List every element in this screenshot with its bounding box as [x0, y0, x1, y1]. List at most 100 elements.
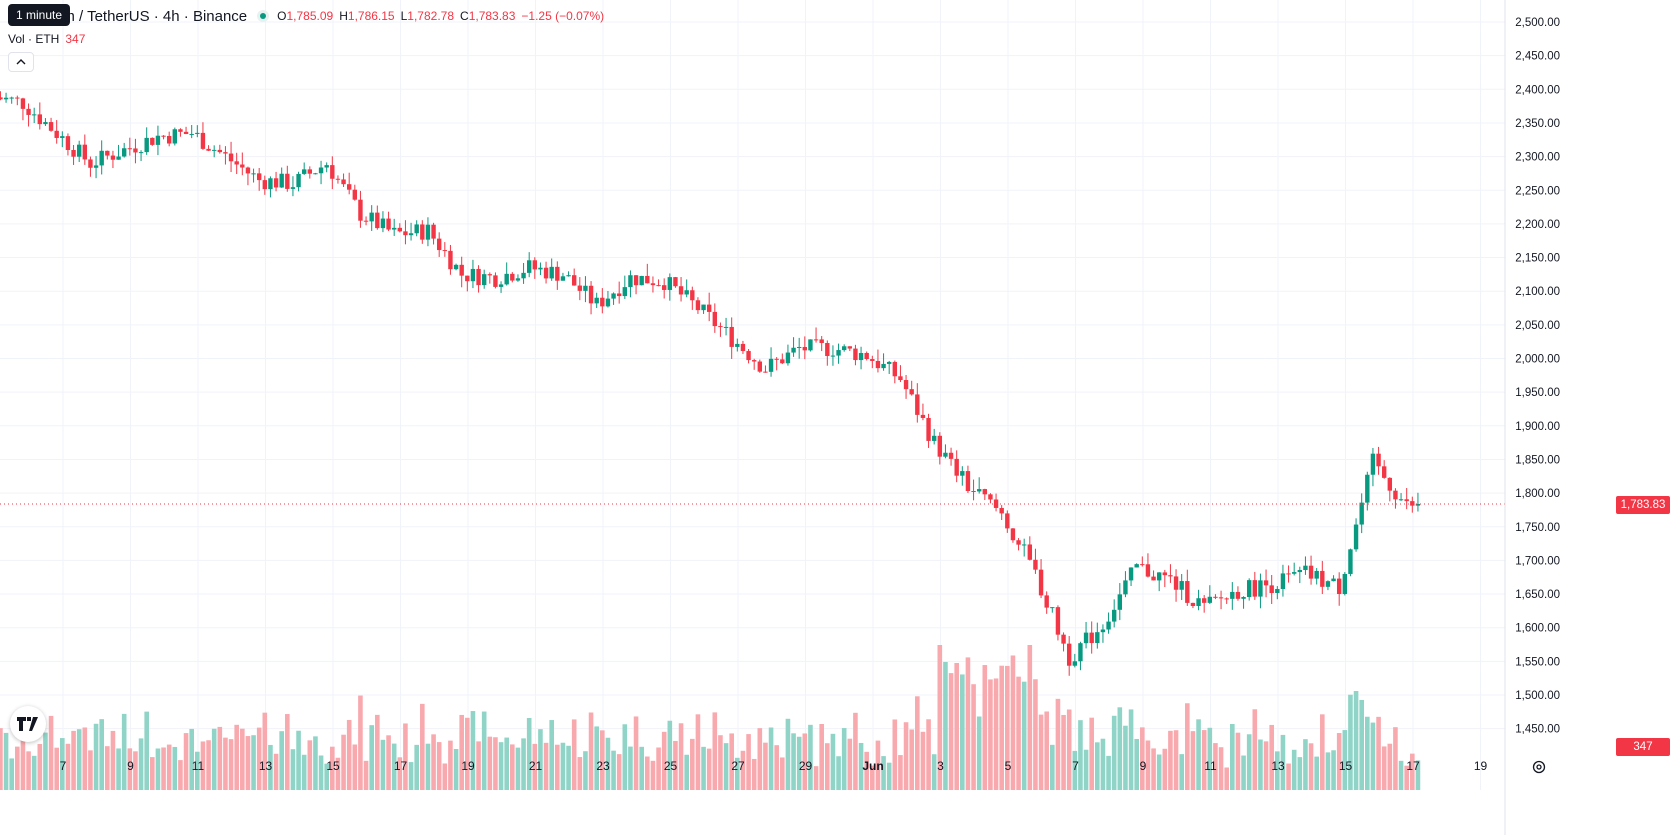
candle-body: [571, 275, 577, 286]
price-axis-label: 2,300.00: [1515, 152, 1560, 164]
volume-bar: [121, 713, 127, 790]
market-status-icon[interactable]: [257, 10, 270, 22]
low-key: L: [400, 9, 408, 23]
candle-body: [1140, 564, 1145, 566]
chart-settings-button[interactable]: [1530, 758, 1548, 776]
volume-bar: [1410, 753, 1415, 790]
candle-body: [915, 394, 920, 415]
volume-bar: [588, 712, 594, 790]
collapse-legend-button[interactable]: [8, 52, 34, 72]
candle-body: [279, 173, 284, 188]
candle-body: [172, 129, 178, 144]
volume-bar: [166, 744, 172, 790]
candle-body: [313, 173, 318, 175]
candle-body: [667, 277, 673, 290]
volume-bar: [1280, 734, 1286, 790]
volume-bar: [470, 711, 476, 790]
candle-body: [768, 358, 774, 372]
candle-body: [1314, 570, 1319, 579]
candle-body: [802, 346, 808, 351]
time-axis-label: 9: [1140, 759, 1147, 773]
candle-body: [611, 293, 616, 299]
volume-bar: [515, 747, 521, 790]
candle-body: [206, 148, 211, 151]
candle-body: [9, 97, 14, 99]
candle-body: [836, 350, 841, 356]
volume-bar: [211, 728, 217, 790]
candle-body: [1353, 524, 1359, 550]
volume-bar: [1258, 739, 1263, 790]
candle-body: [1050, 607, 1055, 609]
ohlc-low: L1,782.78: [401, 9, 454, 23]
candle-body: [971, 490, 976, 492]
volume-bar: [262, 712, 268, 790]
volume-bar: [71, 730, 76, 790]
volume-bar: [1348, 694, 1353, 790]
volume-bar: [1246, 734, 1252, 790]
volume-legend[interactable]: Vol · ETH 347: [8, 32, 85, 46]
ohlc-close: C1,783.83: [460, 9, 515, 23]
volume-bar: [20, 711, 26, 790]
volume-bar: [1044, 711, 1049, 790]
candle-body: [88, 159, 93, 168]
candle-body: [864, 352, 869, 360]
time-axis-label: 5: [1005, 759, 1012, 773]
candle-body: [1185, 581, 1190, 603]
candle-body: [1398, 499, 1404, 501]
candle-body: [1325, 581, 1331, 587]
candle-body: [1393, 490, 1398, 500]
volume-bar: [701, 746, 706, 790]
candle-body: [228, 153, 234, 162]
candle-body: [1387, 477, 1393, 491]
candle-body: [234, 161, 239, 165]
volume-bar: [318, 755, 324, 790]
volume-bar: [307, 740, 313, 790]
candle-body: [1230, 591, 1235, 599]
price-axis-label: 2,050.00: [1515, 320, 1560, 332]
candle-body: [718, 326, 723, 328]
symbol-title[interactable]: um / TetherUS · 4h · Binance: [54, 7, 248, 25]
candle-body: [813, 339, 819, 341]
candle-body: [594, 297, 599, 304]
volume-bar: [937, 645, 943, 790]
candle-body: [1263, 580, 1269, 586]
volume-bar: [1072, 750, 1078, 790]
candle-body: [195, 132, 200, 134]
volume-bar: [1336, 733, 1342, 790]
candle-body: [1010, 528, 1016, 541]
volume-bar: [830, 733, 836, 790]
volume-bar: [1230, 724, 1235, 790]
volume-bar: [622, 724, 628, 790]
price-axis-label: 2,100.00: [1515, 286, 1560, 298]
candle-body: [875, 360, 881, 369]
volume-bar: [88, 750, 93, 790]
candle-body: [926, 417, 931, 441]
candle-body: [1235, 591, 1241, 599]
candle-body: [43, 122, 48, 125]
volume-bar: [1083, 749, 1089, 790]
symbol-legend[interactable]: um / TetherUS · 4h · Binance O1,785.09 H…: [8, 6, 610, 26]
volume-bar: [43, 732, 48, 790]
candle-body: [1027, 544, 1033, 560]
candle-body: [1303, 565, 1308, 571]
candle-body: [931, 435, 937, 441]
tradingview-logo-icon[interactable]: [10, 706, 46, 742]
candle-body: [465, 275, 470, 282]
candle-body: [65, 136, 71, 150]
time-axis-label: 25: [664, 759, 678, 773]
candle-body: [436, 238, 442, 251]
candle-body: [481, 274, 487, 286]
current-volume-tag: 347: [1616, 738, 1670, 756]
candle-body: [1241, 596, 1246, 599]
candle-body: [903, 380, 909, 390]
volume-bar: [465, 717, 470, 790]
volume-bar: [723, 743, 729, 790]
volume-bar: [813, 766, 819, 790]
candle-body: [825, 343, 830, 357]
candle-body: [189, 133, 194, 135]
candle-body: [948, 452, 954, 459]
volume-bar: [1359, 699, 1364, 790]
candle-body: [577, 285, 583, 291]
candle-body: [166, 135, 172, 144]
